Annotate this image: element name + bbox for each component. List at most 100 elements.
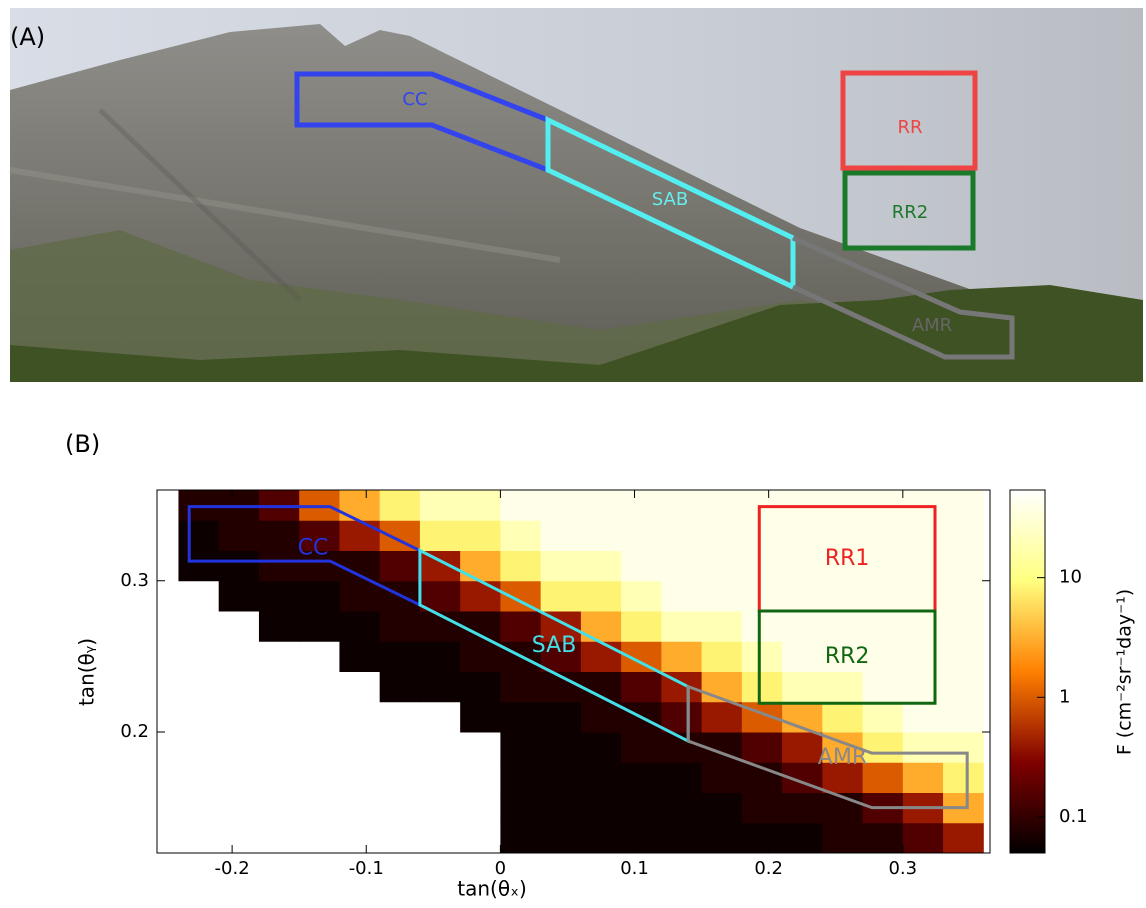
heat-cell xyxy=(862,550,904,582)
heat-cell xyxy=(862,762,904,793)
heat-cell xyxy=(540,732,582,763)
heat-cell xyxy=(661,641,703,672)
heat-cell xyxy=(580,611,622,642)
heat-cell xyxy=(701,792,743,824)
panel-label: (A) xyxy=(10,23,45,51)
heat-cell xyxy=(419,671,461,703)
heat-cell xyxy=(822,671,864,703)
heat-cell xyxy=(580,822,622,854)
heat-cell xyxy=(741,792,783,824)
heat-cell xyxy=(822,701,864,733)
heat-cell xyxy=(943,822,984,854)
heat-cell xyxy=(540,580,582,612)
heat-cell xyxy=(862,701,904,733)
heat-cell xyxy=(580,580,622,612)
heat-cell xyxy=(419,520,461,551)
heat-cell xyxy=(741,520,783,551)
colorbar xyxy=(1009,489,1046,854)
heat-cell xyxy=(862,671,904,703)
heat-cell xyxy=(621,762,662,793)
heat-cell xyxy=(500,550,542,582)
heat-cell xyxy=(701,822,743,854)
heat-cell xyxy=(580,701,622,733)
region-label: RR xyxy=(897,117,922,138)
heat-cell xyxy=(258,580,300,612)
x-tick-label: 0.2 xyxy=(754,858,783,879)
heat-cell xyxy=(943,641,984,672)
region-label: AMR xyxy=(818,745,867,770)
region-label: SAB xyxy=(532,633,577,658)
heat-cell xyxy=(741,641,783,672)
heat-cell xyxy=(701,671,743,703)
heat-cell xyxy=(339,611,381,642)
heat-cell xyxy=(339,520,381,551)
heat-cell xyxy=(782,792,823,824)
heat-cell xyxy=(621,550,662,582)
colorbar-tick-label: 10 xyxy=(1059,567,1082,588)
heat-cell xyxy=(943,701,984,733)
heat-cell xyxy=(621,520,662,551)
heat-cell xyxy=(902,641,944,672)
plot-frame xyxy=(156,489,991,854)
heat-cell xyxy=(540,792,582,824)
heat-cell xyxy=(701,520,743,551)
photo-regions xyxy=(294,70,1015,360)
heat-cell xyxy=(782,520,823,551)
heat-cell xyxy=(419,490,461,521)
heat-cell xyxy=(943,671,984,703)
heat-cell xyxy=(218,580,260,612)
heat-cell xyxy=(741,671,783,703)
heat-cell xyxy=(621,490,662,521)
heat-cell xyxy=(741,580,783,612)
heat-cell xyxy=(782,611,823,642)
heat-cell xyxy=(379,550,421,582)
heat-cell xyxy=(822,520,864,551)
x-tick-label: -0.1 xyxy=(349,858,384,879)
heat-cell xyxy=(902,580,944,612)
heat-cell xyxy=(701,550,743,582)
colorbar-label: F (cm⁻²sr⁻¹day⁻¹) xyxy=(1114,589,1136,755)
heat-cell xyxy=(661,490,703,521)
heat-cell xyxy=(902,611,944,642)
heat-cell xyxy=(822,762,864,793)
heat-cell xyxy=(661,611,703,642)
heat-cell xyxy=(862,822,904,854)
x-tick-label: 0.3 xyxy=(888,858,917,879)
region-outline xyxy=(757,609,937,705)
heat-cell xyxy=(460,520,501,551)
heat-cell xyxy=(661,701,703,733)
heat-cell xyxy=(862,641,904,672)
heat-cell xyxy=(621,792,662,824)
heat-cell xyxy=(580,732,622,763)
heat-cell xyxy=(661,762,703,793)
heat-cell xyxy=(701,762,743,793)
region-label: CC xyxy=(402,89,427,110)
heat-cell xyxy=(862,732,904,763)
y-axis-label: tan(θᵧ) xyxy=(75,638,99,706)
heat-cell xyxy=(580,550,622,582)
heat-cell xyxy=(862,580,904,612)
heat-cell xyxy=(379,490,421,521)
heat-cell xyxy=(741,550,783,582)
heat-cell xyxy=(782,732,823,763)
heat-cell xyxy=(299,520,340,551)
heat-cell xyxy=(580,520,622,551)
heat-cell xyxy=(500,490,542,521)
heat-cell xyxy=(902,550,944,582)
heat-cell xyxy=(661,822,703,854)
heat-cell xyxy=(822,580,864,612)
heat-cell xyxy=(299,611,340,642)
colorbar-tick-label: 1 xyxy=(1059,686,1070,707)
heat-cell xyxy=(701,580,743,612)
heat-cell xyxy=(258,550,300,582)
heat-cell xyxy=(500,671,542,703)
photo xyxy=(9,8,1143,382)
heat-cell xyxy=(500,701,542,733)
heat-cell xyxy=(902,520,944,551)
heat-cell xyxy=(741,611,783,642)
heat-cell xyxy=(500,580,542,612)
x-tick-label: 0.1 xyxy=(620,858,649,879)
region-label: SAB xyxy=(652,189,688,210)
heat-cell xyxy=(500,762,542,793)
